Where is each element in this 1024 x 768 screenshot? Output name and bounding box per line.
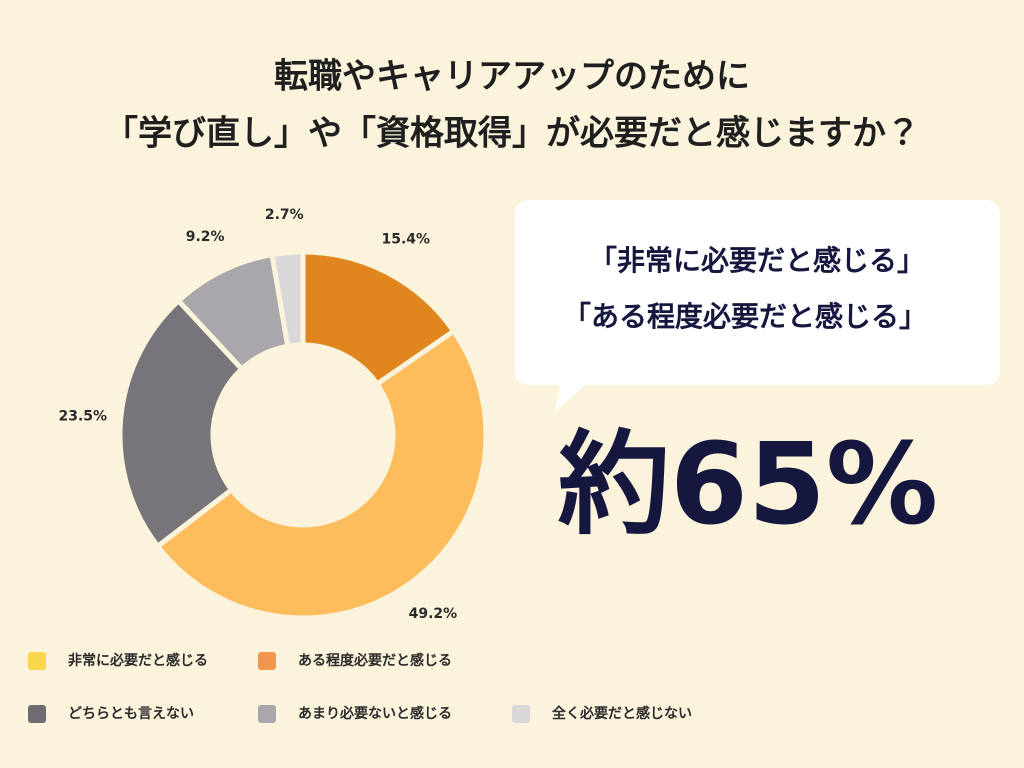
- data-label: 49.2%: [409, 606, 458, 622]
- legend-label: ある程度必要だと感じる: [298, 652, 452, 669]
- chart-title: 転職やキャリアアップのために: [274, 57, 750, 97]
- callout-line: 「ある程度必要だと感じる」: [563, 300, 927, 333]
- data-label: 2.7%: [265, 207, 304, 223]
- legend-label: あまり必要ないと感じる: [298, 705, 452, 722]
- legend-label: どちらとも言えない: [68, 706, 194, 722]
- legend-swatch: [258, 652, 276, 670]
- legend-swatch: [258, 705, 276, 723]
- slice: [117, 297, 246, 550]
- callout-line: 「非常に必要だと感じる」: [589, 244, 925, 277]
- legend-label: 全く必要だと感じない: [552, 705, 692, 722]
- slice: [154, 327, 489, 621]
- slice: [269, 249, 306, 350]
- chart-title: 「学び直し」や「資格取得」が必要だと感じますか？: [104, 114, 920, 154]
- legend-swatch: [28, 705, 46, 723]
- data-label: 9.2%: [186, 229, 225, 245]
- legend-swatch: [28, 652, 46, 670]
- legend-swatch: [512, 705, 530, 723]
- legend-label: 非常に必要だと感じる: [68, 652, 208, 669]
- speech-bubble: [515, 200, 1000, 412]
- callout-highlight: 約65%: [558, 420, 938, 550]
- data-label: 15.4%: [382, 231, 431, 247]
- data-label: 23.5%: [59, 408, 108, 424]
